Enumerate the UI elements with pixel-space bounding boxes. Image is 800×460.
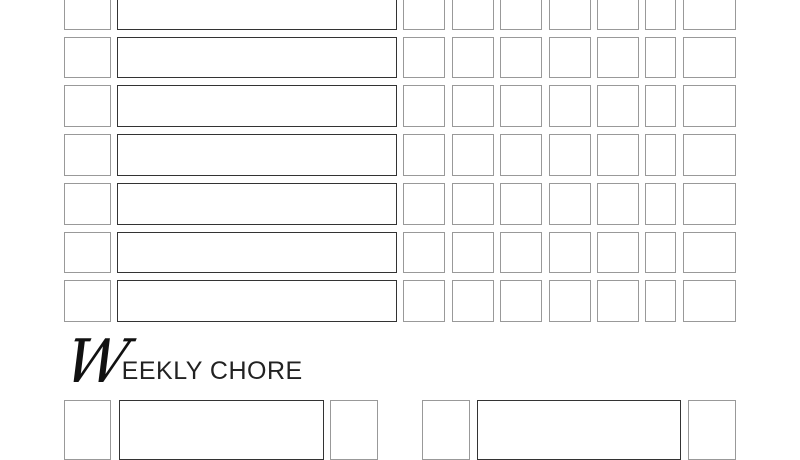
day-checkbox-day1[interactable]: [403, 183, 445, 225]
day-checkbox-day3[interactable]: [500, 280, 542, 322]
day-checkbox-day4[interactable]: [549, 183, 591, 225]
chore-checkbox[interactable]: [64, 232, 111, 273]
chore-name-field[interactable]: [477, 400, 681, 460]
chore-checkbox[interactable]: [64, 400, 111, 460]
day-checkbox-day3[interactable]: [500, 85, 542, 127]
chore-done-box[interactable]: [330, 400, 378, 460]
day-checkbox-day5[interactable]: [597, 85, 639, 127]
day-checkbox-day2[interactable]: [452, 85, 494, 127]
day-checkbox-day2[interactable]: [452, 134, 494, 176]
day-checkbox-day5[interactable]: [597, 37, 639, 78]
day-checkbox-day5[interactable]: [597, 134, 639, 176]
day-checkbox-day6[interactable]: [645, 183, 676, 225]
day-checkbox-day6[interactable]: [645, 85, 676, 127]
day-checkbox-day5[interactable]: [597, 280, 639, 322]
day-checkbox-day2[interactable]: [452, 37, 494, 78]
day-checkbox-day7[interactable]: [683, 232, 736, 273]
chore-name-field[interactable]: [117, 0, 397, 30]
day-checkbox-day7[interactable]: [683, 183, 736, 225]
day-checkbox-day6[interactable]: [645, 232, 676, 273]
chore-name-field[interactable]: [119, 400, 324, 460]
day-checkbox-day4[interactable]: [549, 0, 591, 30]
day-checkbox-day3[interactable]: [500, 232, 542, 273]
day-checkbox-day3[interactable]: [500, 134, 542, 176]
day-checkbox-day3[interactable]: [500, 37, 542, 78]
heading-script-initial: W: [58, 327, 136, 397]
day-checkbox-day4[interactable]: [549, 37, 591, 78]
heading-text: EEKLY CHORE: [121, 357, 303, 385]
day-checkbox-day2[interactable]: [452, 232, 494, 273]
day-checkbox-day1[interactable]: [403, 85, 445, 127]
day-checkbox-day6[interactable]: [645, 0, 676, 30]
day-checkbox-day7[interactable]: [683, 37, 736, 78]
chore-checkbox[interactable]: [64, 85, 111, 127]
day-checkbox-day2[interactable]: [452, 280, 494, 322]
day-checkbox-day1[interactable]: [403, 134, 445, 176]
day-checkbox-day6[interactable]: [645, 134, 676, 176]
weekly-chore-heading: W EEKLY CHORE: [59, 327, 303, 397]
chore-name-field[interactable]: [117, 232, 397, 273]
chore-checkbox[interactable]: [64, 134, 111, 176]
day-checkbox-day3[interactable]: [500, 183, 542, 225]
day-checkbox-day1[interactable]: [403, 0, 445, 30]
day-checkbox-day7[interactable]: [683, 134, 736, 176]
day-checkbox-day1[interactable]: [403, 37, 445, 78]
chore-name-field[interactable]: [117, 85, 397, 127]
day-checkbox-day4[interactable]: [549, 280, 591, 322]
day-checkbox-day7[interactable]: [683, 85, 736, 127]
chore-checkbox[interactable]: [422, 400, 470, 460]
chore-name-field[interactable]: [117, 134, 397, 176]
chore-name-field[interactable]: [117, 183, 397, 225]
chore-done-box[interactable]: [688, 400, 736, 460]
chore-checkbox[interactable]: [64, 37, 111, 78]
chore-checkbox[interactable]: [64, 183, 111, 225]
chore-name-field[interactable]: [117, 37, 397, 78]
day-checkbox-day4[interactable]: [549, 232, 591, 273]
day-checkbox-day5[interactable]: [597, 232, 639, 273]
day-checkbox-day1[interactable]: [403, 280, 445, 322]
day-checkbox-day7[interactable]: [683, 0, 736, 30]
day-checkbox-day5[interactable]: [597, 0, 639, 30]
day-checkbox-day2[interactable]: [452, 183, 494, 225]
day-checkbox-day6[interactable]: [645, 280, 676, 322]
day-checkbox-day3[interactable]: [500, 0, 542, 30]
day-checkbox-day5[interactable]: [597, 183, 639, 225]
chore-name-field[interactable]: [117, 280, 397, 322]
day-checkbox-day1[interactable]: [403, 232, 445, 273]
day-checkbox-day2[interactable]: [452, 0, 494, 30]
day-checkbox-day7[interactable]: [683, 280, 736, 322]
chore-checkbox[interactable]: [64, 280, 111, 322]
chore-checkbox[interactable]: [64, 0, 111, 30]
day-checkbox-day4[interactable]: [549, 134, 591, 176]
day-checkbox-day4[interactable]: [549, 85, 591, 127]
day-checkbox-day6[interactable]: [645, 37, 676, 78]
